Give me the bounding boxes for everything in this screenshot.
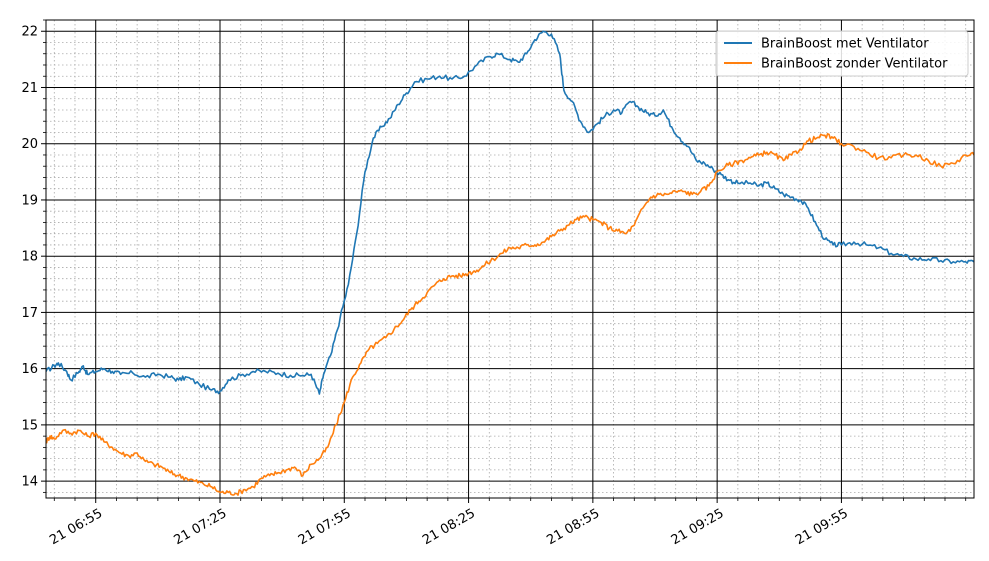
y-tick-label: 18 <box>21 250 38 265</box>
series-line-zonder-ventilator <box>46 133 974 496</box>
y-tick-label: 21 <box>21 81 38 96</box>
y-tick-label: 15 <box>21 418 38 433</box>
major-grid <box>46 20 974 498</box>
series-layer <box>46 30 974 496</box>
y-tick-label: 17 <box>21 306 38 321</box>
y-tick-label: 20 <box>21 137 38 152</box>
legend: BrainBoost met Ventilator BrainBoost zon… <box>715 30 969 77</box>
y-tick-label: 16 <box>21 362 38 377</box>
legend-box <box>715 30 969 77</box>
y-tick-label: 14 <box>21 475 38 490</box>
y-tick-label: 19 <box>21 193 38 208</box>
series-line-met-ventilator <box>46 30 974 395</box>
y-tick-label: 22 <box>21 25 38 40</box>
legend-label-zonder-ventilator: BrainBoost zonder Ventilator <box>761 57 948 72</box>
legend-label-met-ventilator: BrainBoost met Ventilator <box>761 37 929 52</box>
